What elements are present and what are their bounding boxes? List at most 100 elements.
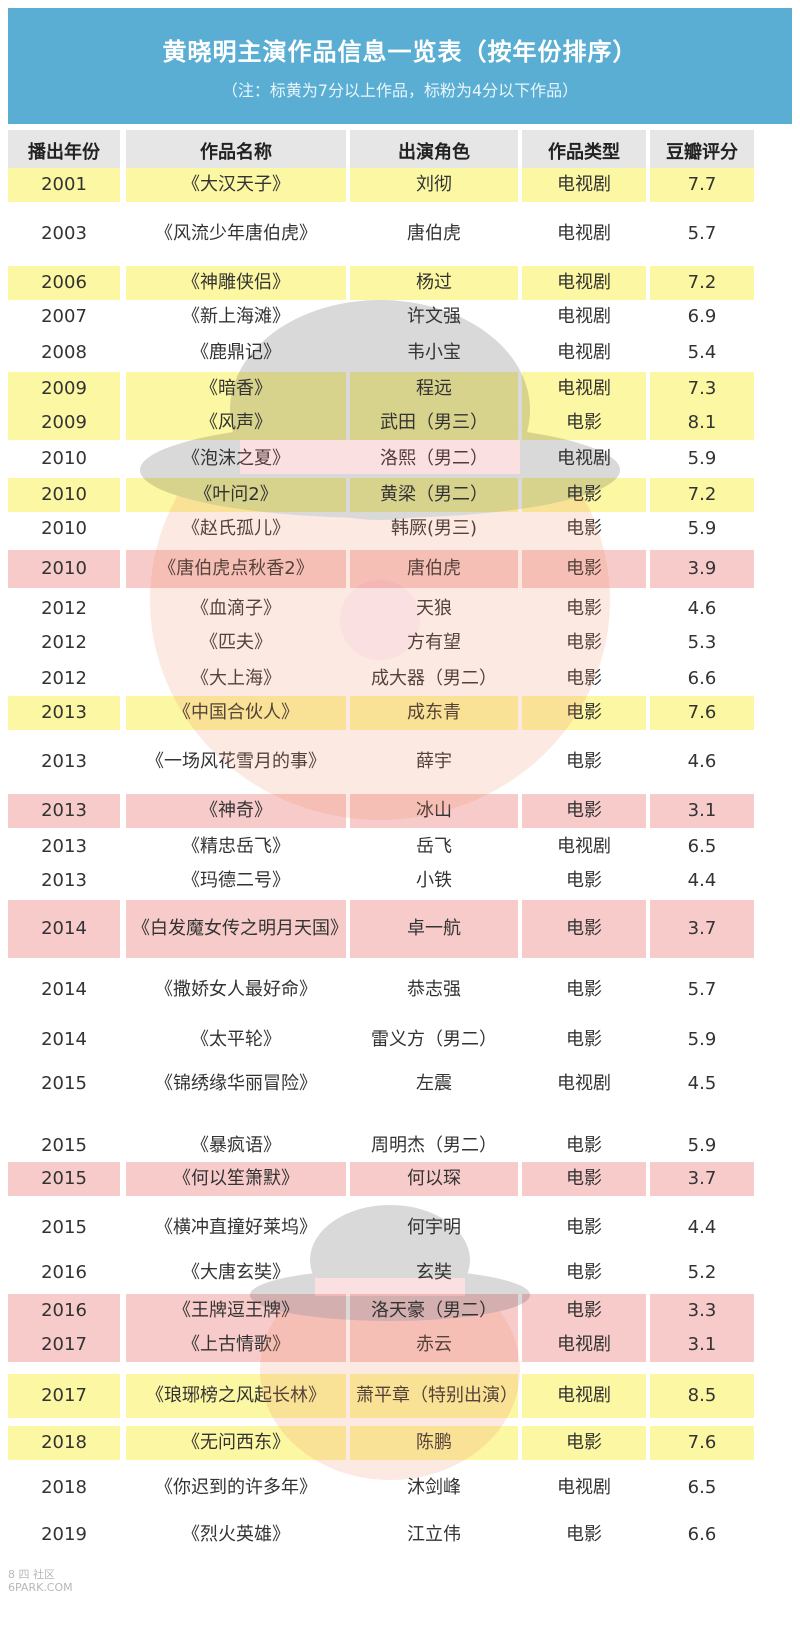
score-cell: 6.6	[687, 1524, 717, 1546]
year-cell: 2008	[41, 342, 87, 364]
role-cell: 冰山	[350, 794, 518, 828]
title-cell: 《无问西东》	[126, 1426, 346, 1460]
role-cell: 薛宇	[416, 751, 452, 773]
title-cell: 《赵氏孤儿》	[182, 518, 290, 540]
type-cell: 电影	[566, 518, 602, 540]
year-cell: 2007	[41, 306, 87, 328]
year-cell: 2012	[41, 598, 87, 620]
type-cell: 电视剧	[557, 836, 611, 858]
role-cell: 萧平章（特别出演）	[350, 1374, 518, 1418]
role-cell: 卓一航	[350, 900, 518, 958]
title-cell: 《大上海》	[191, 668, 281, 690]
type-cell: 电影	[522, 478, 646, 512]
type-cell: 电影	[522, 550, 646, 588]
role-cell: 黄梁（男二）	[350, 478, 518, 512]
title-cell: 《中国合伙人》	[126, 696, 346, 730]
role-cell: 程远	[350, 372, 518, 406]
year-cell: 2015	[41, 1217, 87, 1239]
type-cell: 电影	[566, 979, 602, 1001]
score-cell: 8.5	[650, 1374, 754, 1418]
role-cell: 小铁	[416, 870, 452, 892]
role-cell: 方有望	[407, 632, 461, 654]
role-cell: 何以琛	[350, 1162, 518, 1196]
type-cell: 电视剧	[557, 223, 611, 245]
role-cell: 许文强	[407, 306, 461, 328]
type-cell: 电视剧	[557, 1073, 611, 1095]
title-cell: 《风声》	[126, 406, 346, 440]
year-cell: 2010	[8, 550, 120, 588]
title-cell: 《一场风花雪月的事》	[146, 751, 326, 773]
type-cell: 电影	[522, 1426, 646, 1460]
year-cell: 2014	[41, 979, 87, 1001]
title-cell: 《撒娇女人最好命》	[155, 979, 317, 1001]
type-cell: 电影	[522, 1162, 646, 1196]
type-cell: 电影	[522, 794, 646, 828]
year-cell: 2010	[8, 478, 120, 512]
role-cell: 天狼	[416, 598, 452, 620]
title-cell: 《烈火英雄》	[182, 1524, 290, 1546]
score-cell: 4.6	[687, 751, 717, 773]
score-cell: 6.5	[687, 1477, 717, 1499]
role-cell: 洛天豪（男二）	[350, 1294, 518, 1328]
score-cell: 7.2	[650, 266, 754, 300]
score-cell: 3.1	[650, 1328, 754, 1362]
year-cell: 2012	[41, 632, 87, 654]
year-cell: 2001	[8, 168, 120, 202]
title-cell: 《太平轮》	[191, 1029, 281, 1051]
title-cell: 《王牌逗王牌》	[126, 1294, 346, 1328]
title-cell: 《唐伯虎点秋香2》	[126, 550, 346, 588]
type-cell: 电影	[522, 900, 646, 958]
year-cell: 2006	[8, 266, 120, 300]
role-cell: 韦小宝	[407, 342, 461, 364]
role-cell: 武田（男三）	[350, 406, 518, 440]
title-cell: 《新上海滩》	[182, 306, 290, 328]
score-cell: 5.9	[687, 518, 717, 540]
year-cell: 2016	[41, 1262, 87, 1284]
type-cell: 电影	[566, 1029, 602, 1051]
score-cell: 7.6	[650, 1426, 754, 1460]
type-cell: 电影	[522, 406, 646, 440]
title-cell: 《何以笙箫默》	[126, 1162, 346, 1196]
column-header-type: 作品类型	[522, 130, 646, 172]
role-cell: 成东青	[350, 696, 518, 730]
score-cell: 5.9	[687, 448, 717, 470]
role-cell: 雷义方（男二）	[371, 1029, 497, 1051]
score-cell: 7.2	[650, 478, 754, 512]
column-header-year: 播出年份	[8, 130, 120, 172]
column-header-role: 出演角色	[350, 130, 518, 172]
year-cell: 2017	[8, 1374, 120, 1418]
role-cell: 刘彻	[350, 168, 518, 202]
role-cell: 成大器（男二）	[371, 668, 497, 690]
year-cell: 2014	[8, 900, 120, 958]
title-cell: 《精忠岳飞》	[182, 836, 290, 858]
column-header-title: 作品名称	[126, 130, 346, 172]
year-cell: 2009	[8, 372, 120, 406]
type-cell: 电影	[566, 1135, 602, 1157]
year-cell: 2013	[8, 696, 120, 730]
year-cell: 2012	[41, 668, 87, 690]
score-cell: 5.9	[687, 1135, 717, 1157]
year-cell: 2015	[41, 1073, 87, 1095]
score-cell: 7.6	[650, 696, 754, 730]
title-cell: 《锦绣缘华丽冒险》	[155, 1073, 317, 1095]
type-cell: 电视剧	[522, 1374, 646, 1418]
type-cell: 电影	[522, 1294, 646, 1328]
title-cell: 《风流少年唐伯虎》	[155, 223, 317, 245]
score-cell: 3.7	[650, 900, 754, 958]
type-cell: 电影	[566, 1262, 602, 1284]
title-cell: 《泡沫之夏》	[182, 448, 290, 470]
type-cell: 电影	[566, 668, 602, 690]
score-cell: 3.7	[650, 1162, 754, 1196]
role-cell: 沐剑峰	[407, 1477, 461, 1499]
title-cell: 《大汉天子》	[126, 168, 346, 202]
role-cell: 韩厥(男三)	[390, 518, 478, 540]
year-cell: 2010	[41, 448, 87, 470]
role-cell: 杨过	[350, 266, 518, 300]
title-cell: 《大唐玄奘》	[182, 1262, 290, 1284]
score-cell: 4.4	[687, 1217, 717, 1239]
score-cell: 5.7	[687, 979, 717, 1001]
year-cell: 2017	[8, 1328, 120, 1362]
type-cell: 电影	[566, 870, 602, 892]
score-cell: 6.5	[687, 836, 717, 858]
score-cell: 7.7	[650, 168, 754, 202]
